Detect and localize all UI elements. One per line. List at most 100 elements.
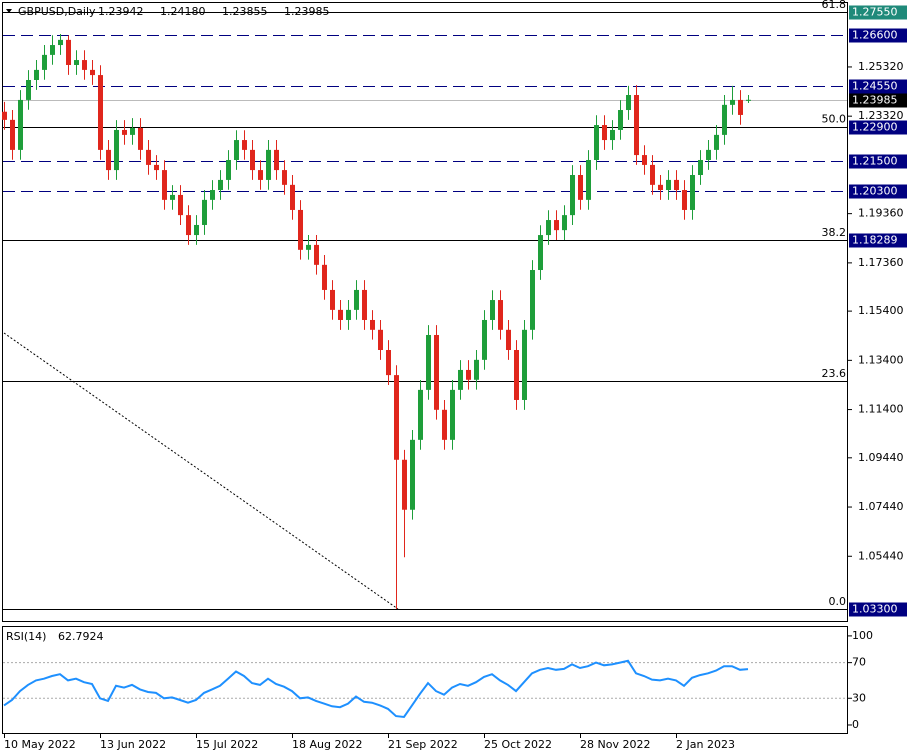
candle-body	[570, 175, 575, 216]
x-tick-label: 15 Jul 2022	[196, 738, 258, 751]
rsi-line	[3, 659, 749, 719]
candle-body	[298, 209, 303, 250]
y-tick-label: 1.19360	[858, 207, 904, 220]
rsi-name: RSI(14)	[6, 630, 46, 643]
candle-body	[714, 134, 719, 150]
candle-body	[466, 369, 471, 380]
level-box	[849, 79, 907, 94]
level-label: 1.22900	[852, 121, 898, 134]
candle-body	[642, 155, 647, 165]
candle-body	[154, 164, 159, 171]
candle-body	[730, 99, 735, 105]
candle-body	[426, 334, 431, 390]
level-label: 1.26600	[852, 29, 898, 42]
y-tick-label: 1.15400	[858, 304, 904, 317]
title-value: 1.23942	[98, 5, 144, 18]
fib-label: 38.2	[822, 226, 847, 239]
candle-body	[258, 170, 263, 180]
candle-body	[418, 389, 423, 440]
level-label: 1.23985	[852, 94, 898, 107]
chart-title: GBPUSD,Daily	[18, 5, 96, 18]
rsi-tick-label: 30	[852, 691, 866, 704]
fib-label: 61.8	[822, 0, 847, 11]
candle-body	[194, 224, 199, 236]
level-label: 1.21500	[852, 155, 898, 168]
candle-body	[746, 99, 751, 101]
y-tick-label: 1.05440	[858, 549, 904, 562]
candle-body	[330, 289, 335, 310]
candle-body	[250, 149, 255, 171]
candle-body	[178, 194, 183, 216]
candle-body	[282, 170, 287, 185]
candle-body	[474, 359, 479, 380]
level-box	[849, 602, 907, 617]
y-tick-label: 1.11400	[858, 403, 904, 416]
candle-body	[602, 125, 607, 141]
candle-body	[338, 309, 343, 320]
y-tick-label: 1.17360	[858, 256, 904, 269]
candle-body	[522, 329, 527, 400]
level-label: 1.24550	[852, 80, 898, 93]
title-value: 1.23985	[284, 5, 330, 18]
candle-body	[482, 319, 487, 360]
candle-body	[586, 159, 591, 200]
candle-body	[394, 375, 399, 460]
fib-label: 50.0	[822, 113, 847, 126]
candle-body	[170, 194, 175, 200]
x-tick-label: 10 May 2022	[4, 738, 76, 751]
level-box	[849, 28, 907, 43]
candle-body	[50, 45, 55, 55]
candle-body	[10, 119, 15, 150]
candle-body	[370, 319, 375, 330]
rsi-panel	[2, 626, 848, 734]
candle-body	[130, 127, 135, 135]
candle-body	[226, 159, 231, 180]
y-tick-label: 1.25320	[858, 60, 904, 73]
candle-body	[490, 300, 495, 320]
candle-body	[626, 95, 631, 111]
rsi-tick-label: 70	[852, 656, 866, 669]
candle-body	[146, 149, 151, 165]
candle-body	[378, 329, 383, 351]
candle-body	[186, 215, 191, 236]
x-tick-label: 18 Aug 2022	[292, 738, 362, 751]
candle-body	[2, 111, 7, 120]
candle-body	[66, 39, 71, 65]
candle-body	[354, 289, 359, 310]
candle-body	[578, 175, 583, 200]
candle-body	[18, 99, 23, 150]
level-box	[849, 93, 907, 108]
candle-body	[442, 409, 447, 440]
y-tick-label: 1.13400	[858, 353, 904, 366]
candle-body	[362, 289, 367, 320]
title-value: 1.23855	[222, 5, 268, 18]
candle-body	[538, 235, 543, 271]
candle-body	[514, 350, 519, 400]
fib-label: 0.0	[829, 595, 847, 608]
candle-body	[162, 170, 167, 200]
candle-body	[554, 220, 559, 231]
candle-body	[266, 149, 271, 180]
candle-body	[650, 164, 655, 185]
candle-body	[74, 60, 79, 65]
level-label: 1.18289	[852, 234, 898, 247]
rsi-value: 62.7924	[58, 630, 104, 643]
candle-body	[138, 127, 143, 150]
y-tick-label: 1.07440	[858, 500, 904, 513]
candle-body	[402, 459, 407, 510]
candle-body	[114, 129, 119, 171]
candle-body	[274, 149, 279, 171]
candle-body	[122, 129, 127, 135]
candle-body	[594, 125, 599, 160]
candle-body	[706, 149, 711, 160]
level-box	[849, 5, 907, 20]
candle-body	[26, 79, 31, 100]
candle-body	[450, 389, 455, 440]
candle-body	[666, 179, 671, 191]
candle-body	[90, 69, 95, 76]
y-tick-label: 1.23320	[858, 109, 904, 122]
candle-body	[42, 54, 47, 70]
candle-body	[722, 104, 727, 135]
